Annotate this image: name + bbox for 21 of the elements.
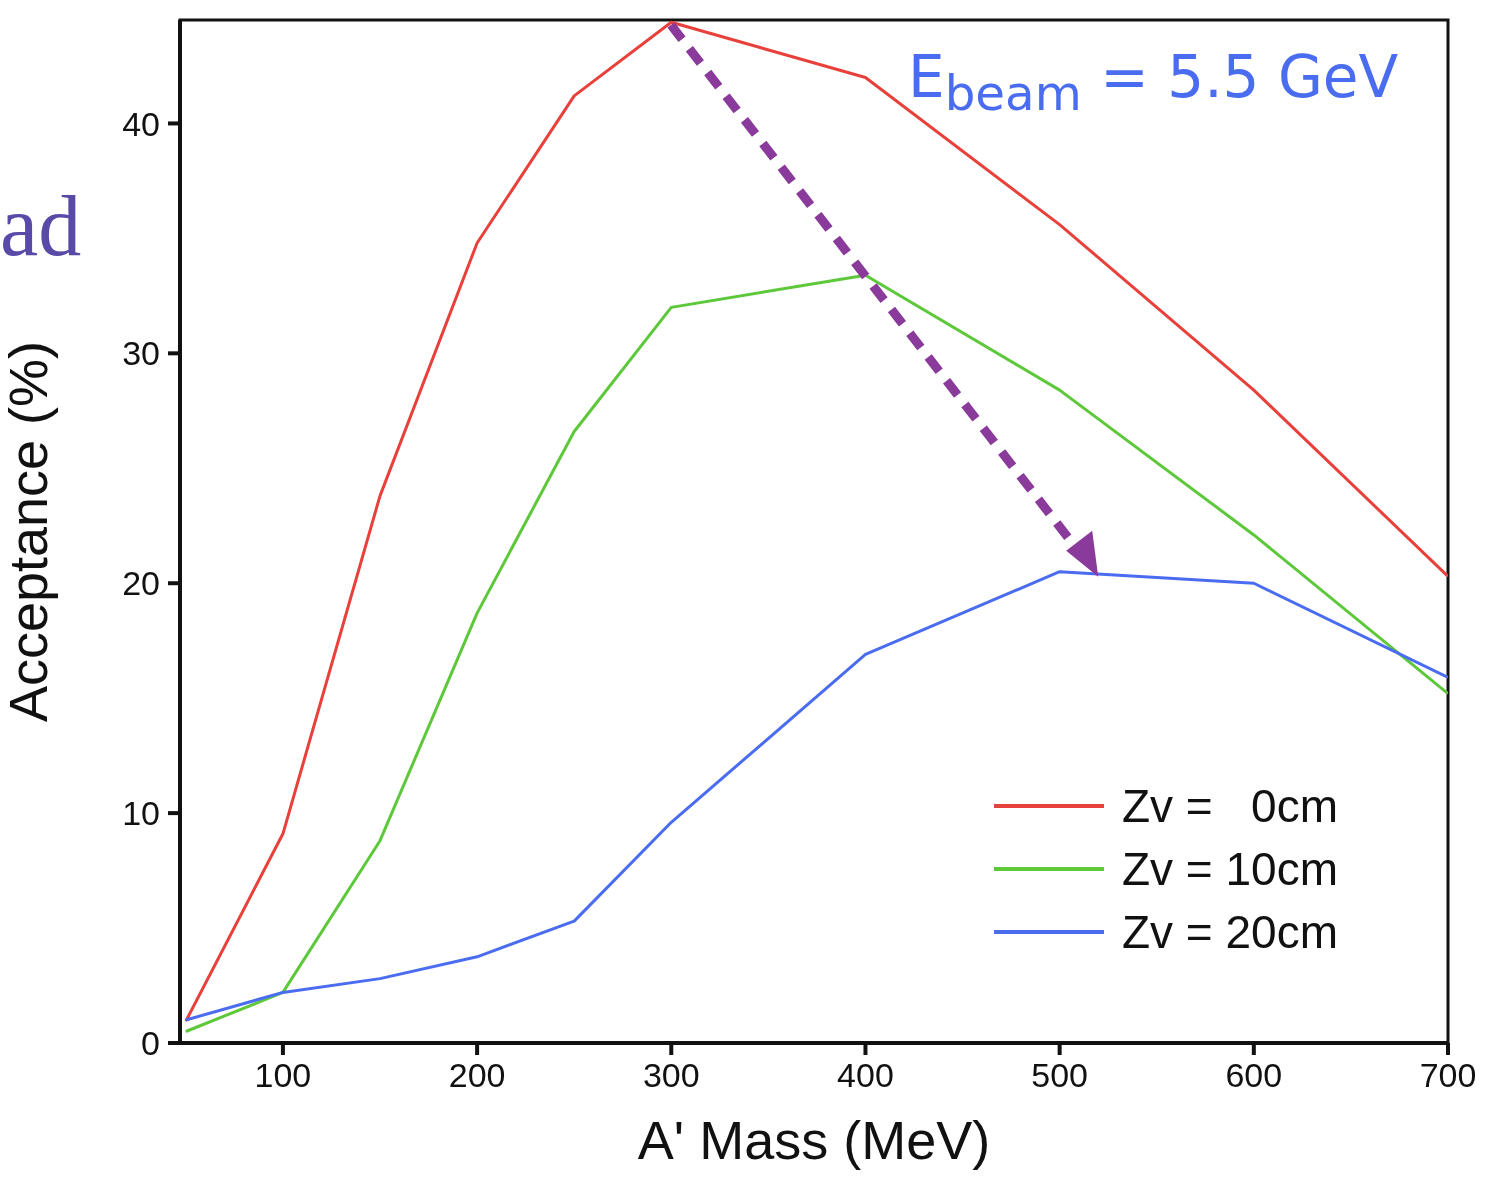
x-axis-title: A' Mass (MeV): [637, 1110, 991, 1170]
legend-label: Zv = 10cm: [1121, 841, 1338, 896]
y-tick-label: 20: [122, 564, 160, 603]
legend-label: Zv = 0cm: [1121, 778, 1338, 833]
line-series: [184, 273, 1448, 1034]
x-tick-label: 600: [1225, 1056, 1283, 1095]
x-tick-label: 100: [254, 1056, 312, 1095]
y-axis-title: Acceptance (%): [0, 340, 59, 723]
y-tick-label: 0: [141, 1024, 160, 1063]
legend-label: Zv = 20cm: [1121, 904, 1338, 959]
x-tick-label: 400: [837, 1056, 894, 1095]
x-tick-label: 300: [642, 1056, 700, 1095]
y-tick-label: 10: [122, 794, 160, 833]
y-tick-label: 40: [122, 104, 160, 143]
x-tick-label: 700: [1419, 1056, 1477, 1095]
y-tick-label: 30: [122, 334, 160, 373]
x-tick-label: 500: [1031, 1056, 1089, 1095]
annotation: E$_{beam}$ = 5.5 GeV: [908, 43, 1399, 121]
line-series: [184, 570, 1448, 1022]
x-tick-label: 200: [448, 1056, 506, 1095]
text: ad: [0, 178, 82, 274]
